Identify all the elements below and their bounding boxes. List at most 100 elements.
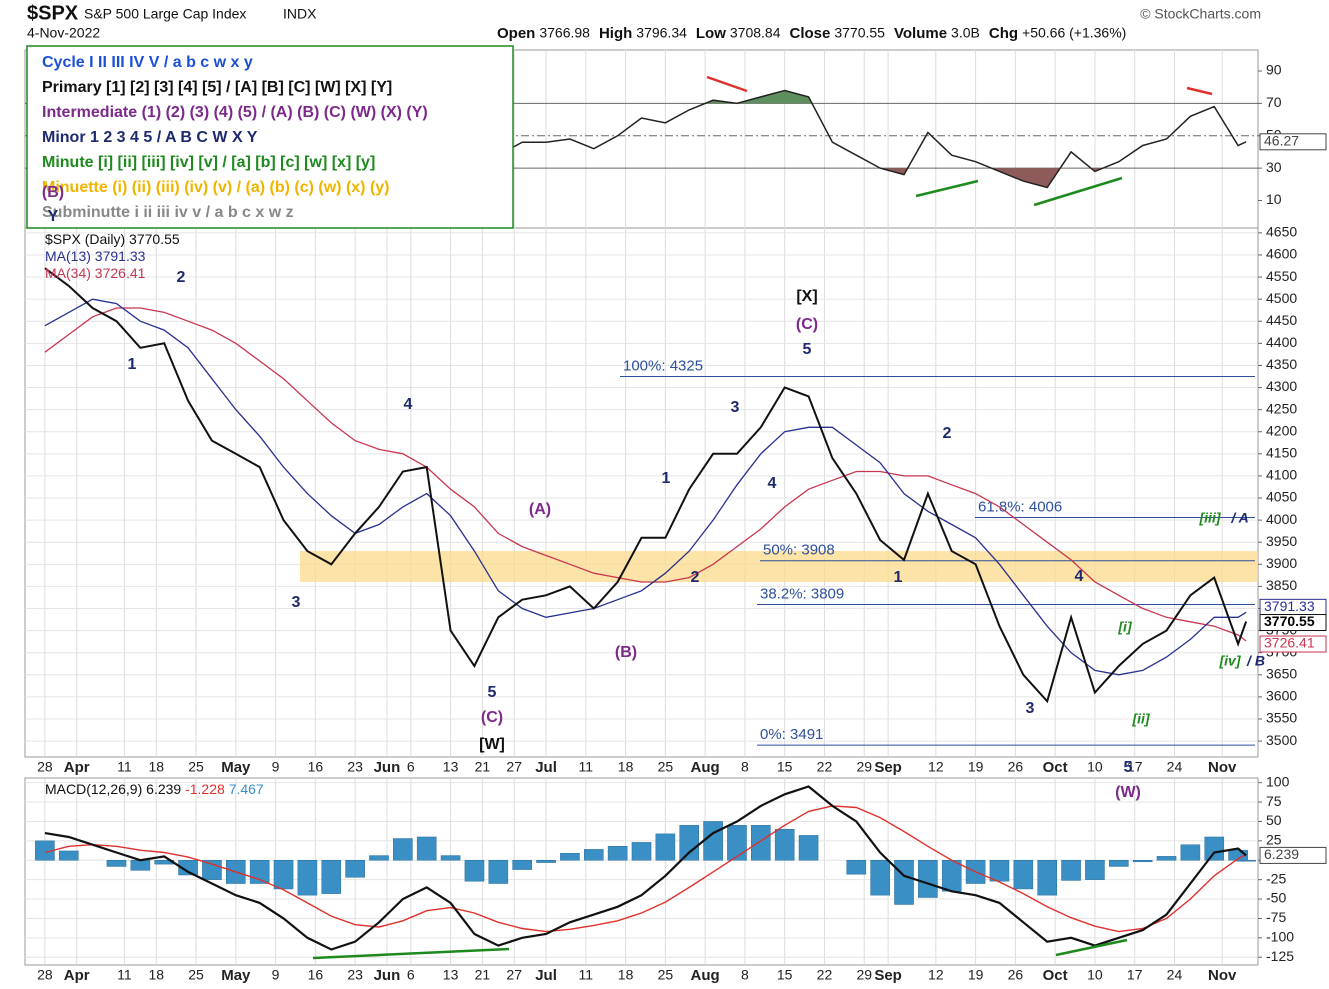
quote-label: Low [696,25,726,42]
histogram-bar [297,859,318,896]
x-tick-label: Jul [535,759,557,776]
histogram-bar [703,821,723,861]
x-tick-label: 16 [308,759,324,775]
x-tick-label: Oct [1043,967,1068,984]
x-tick-label: 11 [117,759,132,775]
x-tick-label: 18 [618,967,634,983]
histogram-bar [560,853,580,861]
y-tick-label: 4650 [1266,224,1297,240]
x-tick-label: 29 [856,967,872,983]
price-line [44,298,1247,676]
histogram-bar [440,855,461,861]
quote-value: 3796.34 [636,25,687,41]
histogram-bar [918,859,938,898]
trend-line [312,947,510,960]
fib-label: 38.2%: 3809 [760,586,844,603]
x-tick-label: 15 [777,759,793,775]
trend-line [1186,86,1213,96]
x-tick-label: 22 [817,759,833,775]
histogram-bar [512,859,532,870]
y-tick-label: 4100 [1266,467,1297,483]
wave-label: 5 [488,684,497,701]
trend-line [915,179,979,198]
quote-label: Open [497,25,535,42]
wave-label: (B) [615,644,637,661]
x-tick-label: 11 [579,967,594,983]
histogram-bar [583,849,604,861]
wave-label: 5 [1124,759,1133,776]
x-tick-label: Aug [691,967,720,984]
legend-entry: Cycle I II III IV V / a b c w x y [42,54,253,71]
y-tick-label: 4600 [1266,246,1297,262]
histogram-bar [202,859,222,880]
indicator-value: -1.228 [185,781,225,797]
x-tick-label: 11 [579,759,594,775]
wave-label: 2 [177,269,186,286]
legend-entry: Minute [i] [ii] [iii] [iv] [v] / [a] [b]… [42,154,375,171]
indicator-name: MA(13) [45,248,91,264]
x-tick-label: 18 [148,759,164,775]
x-tick-label: 24 [1167,967,1183,983]
zone [300,551,1258,582]
panel-frame [24,777,1259,966]
histogram-bar [941,859,962,892]
exchange: INDX [283,6,317,22]
value-tag-text: 6.239 [1264,846,1299,862]
histogram-bar [1204,836,1225,861]
indicator-value: 7.467 [229,781,264,797]
price-line [44,267,1248,704]
histogram-bar [416,836,437,861]
legend-box [26,45,514,229]
x-tick-label: 13 [443,759,459,775]
indicator-value: 3770.55 [129,231,180,247]
y-tick-label: 4000 [1266,511,1297,527]
value-tag [1259,133,1327,151]
quote-value: 3.0B [951,25,980,41]
x-tick-label: 18 [618,759,634,775]
y-tick-label: 4400 [1266,334,1297,350]
x-tick-label: 28 [37,967,53,983]
histogram-bar [607,846,628,861]
histogram-bar [536,859,556,863]
histogram-bar [870,859,890,896]
x-tick-label: 10 [1087,759,1103,775]
indicator-name: MACD(12,26,9) [45,781,142,797]
histogram-bar [1108,859,1129,867]
wave-label: / B [1246,653,1265,669]
fib-label: 61.8%: 4006 [978,498,1062,515]
y-tick-label: 3900 [1266,555,1297,571]
histogram-bar [1236,859,1256,862]
wave-label: [ii] [1131,711,1150,727]
wave-label: 1 [128,356,137,373]
x-tick-label: 8 [741,967,749,983]
x-tick-label: 21 [475,759,491,775]
x-tick-label: 8 [741,759,749,775]
x-tick-label: 11 [117,967,132,983]
panel-frame [24,227,1259,758]
wave-label: 1 [894,569,903,586]
x-tick-label: Sep [874,759,902,776]
y-tick-label: 3500 [1266,732,1297,748]
histogram-bar [989,859,1010,882]
x-tick-label: Jun [374,967,401,984]
wave-label: 4 [404,396,413,413]
x-tick-label: Jun [374,759,401,776]
quote-label: High [599,25,632,42]
wave-label: Y [48,208,59,225]
macd-line [44,805,1247,933]
legend-entry: Primary [1] [2] [3] [4] [5] / [A] [B] [C… [42,79,392,96]
x-tick-label: 25 [658,759,674,775]
indicator-label: MACD(12,26,9) 6.239 -1.228 7.467 [45,781,264,797]
histogram-bar [727,825,747,861]
x-tick-label: Oct [1043,759,1068,776]
x-tick-label: 27 [506,967,522,983]
quote-value: 3766.98 [539,25,590,41]
wave-label: 3 [1026,700,1035,717]
y-tick-label: 4550 [1266,268,1297,284]
y-tick-label: -100 [1266,929,1294,945]
y-tick-label: 4350 [1266,356,1297,372]
legend-entry: Subminutte i ii iii iv v / a b c x w z [42,204,294,221]
x-tick-label: 25 [188,967,204,983]
y-tick-label: 3850 [1266,577,1297,593]
